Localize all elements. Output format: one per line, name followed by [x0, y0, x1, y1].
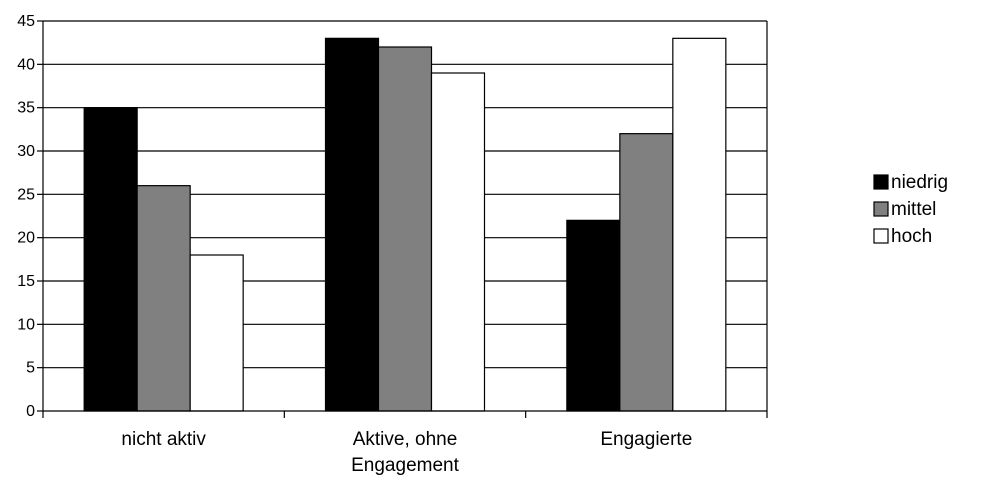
legend-label-niedrig: niedrig	[891, 172, 948, 193]
bar-hoch	[673, 38, 726, 411]
bar-niedrig	[326, 38, 379, 411]
y-tick-label: 45	[17, 13, 35, 30]
x-category-label: Aktive, ohne Engagement	[351, 429, 459, 476]
y-tick-label: 5	[26, 360, 35, 377]
legend-label-hoch: hoch	[891, 226, 932, 247]
y-tick-label: 20	[17, 230, 35, 247]
legend-swatch-mittel	[874, 202, 888, 216]
y-tick-label: 0	[26, 403, 35, 420]
bar-mittel	[137, 186, 190, 411]
x-category-label: nicht aktiv	[121, 429, 206, 450]
x-category-label-line: nicht aktiv	[121, 429, 206, 450]
bar-niedrig	[567, 220, 620, 411]
legend-label-mittel: mittel	[891, 199, 936, 220]
x-category-label: Engagierte	[600, 429, 692, 450]
bar-mittel	[379, 47, 432, 411]
legend-swatch-hoch	[874, 229, 888, 243]
x-category-label-line: Engagement	[351, 455, 459, 476]
bar-mittel	[620, 134, 673, 411]
y-tick-label: 35	[17, 100, 35, 117]
y-tick-label: 40	[17, 56, 35, 73]
y-tick-label: 10	[17, 316, 35, 333]
y-tick-label: 25	[17, 186, 35, 203]
bars	[84, 38, 726, 411]
x-axis-labels: nicht aktiv Aktive, ohne Engagement Engagie…	[121, 429, 692, 476]
bar-niedrig	[84, 108, 137, 411]
y-tick-label: 15	[17, 273, 35, 290]
x-category-label-line: Engagierte	[600, 429, 692, 450]
y-axis-ticks: 0 5 10 15 20 25 30 35 40 45	[17, 13, 43, 420]
legend-swatch-niedrig	[874, 175, 888, 189]
y-tick-label: 30	[17, 143, 35, 160]
legend: niedrig mittel hoch	[874, 172, 948, 247]
bar-hoch	[190, 255, 243, 411]
bar-hoch	[432, 73, 485, 411]
x-category-label-line: Aktive, ohne	[353, 429, 458, 450]
